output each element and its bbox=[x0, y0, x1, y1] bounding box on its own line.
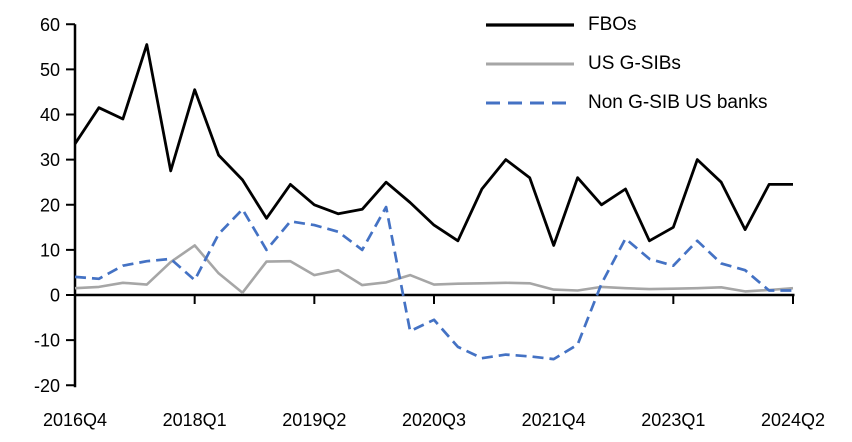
us-gsibs-line-swatch-icon bbox=[486, 62, 574, 65]
non-gsib-line-swatch-icon bbox=[486, 100, 574, 105]
svg-text:50: 50 bbox=[40, 60, 60, 80]
svg-text:2021Q4: 2021Q4 bbox=[522, 410, 586, 430]
legend-item-us-gsibs: US G-SIBs bbox=[486, 44, 768, 83]
svg-text:-10: -10 bbox=[34, 331, 60, 351]
svg-text:20: 20 bbox=[40, 195, 60, 215]
legend-item-non-gsib: Non G-SIB US banks bbox=[486, 83, 768, 122]
svg-text:2019Q2: 2019Q2 bbox=[282, 410, 346, 430]
svg-text:2020Q3: 2020Q3 bbox=[402, 410, 466, 430]
legend-label-us-gsibs: US G-SIBs bbox=[588, 52, 681, 74]
legend-label-fbos: FBOs bbox=[588, 13, 637, 35]
chart-legend: FBOs US G-SIBs Non G-SIB US banks bbox=[486, 5, 768, 122]
fbos-line-swatch-icon bbox=[486, 22, 574, 27]
svg-text:2024Q2: 2024Q2 bbox=[761, 410, 825, 430]
svg-text:2016Q4: 2016Q4 bbox=[43, 410, 107, 430]
legend-item-fbos: FBOs bbox=[486, 5, 768, 44]
svg-text:2023Q1: 2023Q1 bbox=[641, 410, 705, 430]
svg-text:2018Q1: 2018Q1 bbox=[163, 410, 227, 430]
svg-text:40: 40 bbox=[40, 105, 60, 125]
legend-label-non-gsib: Non G-SIB US banks bbox=[588, 91, 768, 113]
svg-text:-20: -20 bbox=[34, 376, 60, 396]
svg-text:0: 0 bbox=[50, 286, 60, 306]
svg-text:30: 30 bbox=[40, 150, 60, 170]
svg-text:60: 60 bbox=[40, 15, 60, 35]
svg-text:10: 10 bbox=[40, 240, 60, 260]
